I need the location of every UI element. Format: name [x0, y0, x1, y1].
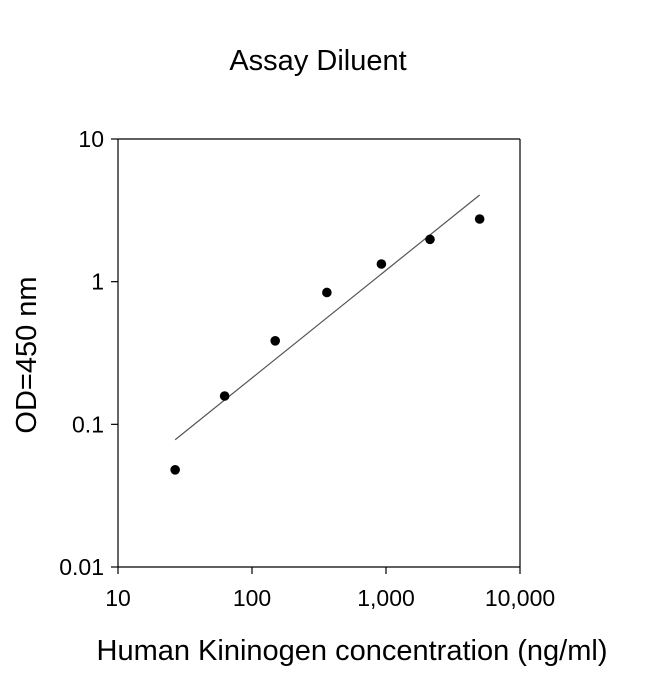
data-point [376, 259, 387, 269]
data-point [474, 214, 485, 224]
chart-title: Assay Diluent [229, 45, 406, 77]
data-points [170, 214, 485, 475]
data-point [219, 391, 230, 401]
data-point [322, 287, 332, 298]
fit-line-group [174, 194, 481, 441]
y-tick-label: 10 [78, 126, 104, 152]
y-tick-label: 0.01 [59, 554, 104, 580]
data-point [170, 465, 180, 475]
y-tick-label: 0.1 [72, 411, 104, 437]
y-axis-label: OD=450 nm [11, 276, 43, 433]
x-tick-label: 10 [105, 585, 131, 611]
x-tick-label: 100 [233, 585, 271, 611]
data-point [270, 336, 281, 346]
fit-line [174, 194, 481, 441]
x-axis-label: Human Kininogen concentration (ng/ml) [97, 635, 608, 667]
x-tick-label: 1,000 [357, 585, 415, 611]
x-axis-ticks: 10 100 1,000 10,000 [105, 567, 555, 611]
x-tick-label: 10,000 [485, 585, 555, 611]
y-tick-label: 1 [91, 269, 104, 295]
y-axis-ticks: 10 1 0.1 0.01 [59, 126, 118, 580]
data-point [425, 234, 435, 245]
axes [117, 138, 521, 568]
